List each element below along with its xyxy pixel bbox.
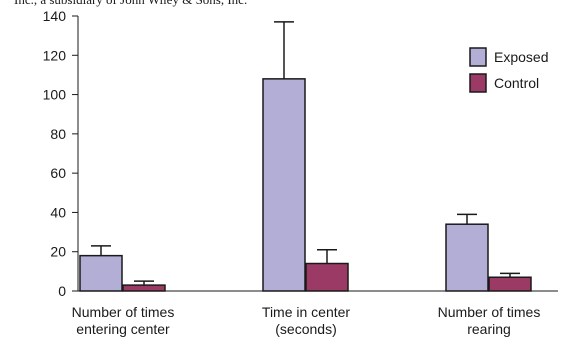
legend-swatch-exposed [469, 47, 487, 67]
bar-exposed [445, 223, 489, 292]
legend-swatch-control [469, 73, 487, 93]
legend-label-control: Control [494, 75, 539, 91]
x-category-label: (seconds) [275, 321, 336, 337]
bar-exposed [262, 78, 306, 292]
bar-exposed [79, 254, 123, 292]
x-category-label: Time in center [262, 304, 351, 320]
x-category-label: entering center [76, 321, 170, 337]
y-tick-label: 0 [58, 283, 66, 299]
y-tick-label: 120 [43, 47, 67, 63]
legend-label-exposed: Exposed [494, 49, 548, 65]
y-tick-label: 40 [50, 204, 66, 220]
chart-bars [79, 21, 532, 292]
y-tick-label: 60 [50, 165, 66, 181]
x-category-label: rearing [467, 321, 511, 337]
y-tick-label: 100 [43, 87, 67, 103]
x-category-label: Number of times [72, 304, 175, 320]
bar-control [122, 284, 166, 292]
y-tick-label: 20 [50, 244, 66, 260]
x-category-label: Number of times [438, 304, 541, 320]
y-tick-label: 140 [43, 8, 67, 24]
bar-control [488, 276, 532, 292]
source-caption: Inc., a subsidiary of John Wiley & Sons,… [14, 0, 247, 8]
y-tick-label: 80 [50, 126, 66, 142]
bar-control [305, 262, 349, 292]
chart-legend: Exposed Control [469, 47, 548, 93]
